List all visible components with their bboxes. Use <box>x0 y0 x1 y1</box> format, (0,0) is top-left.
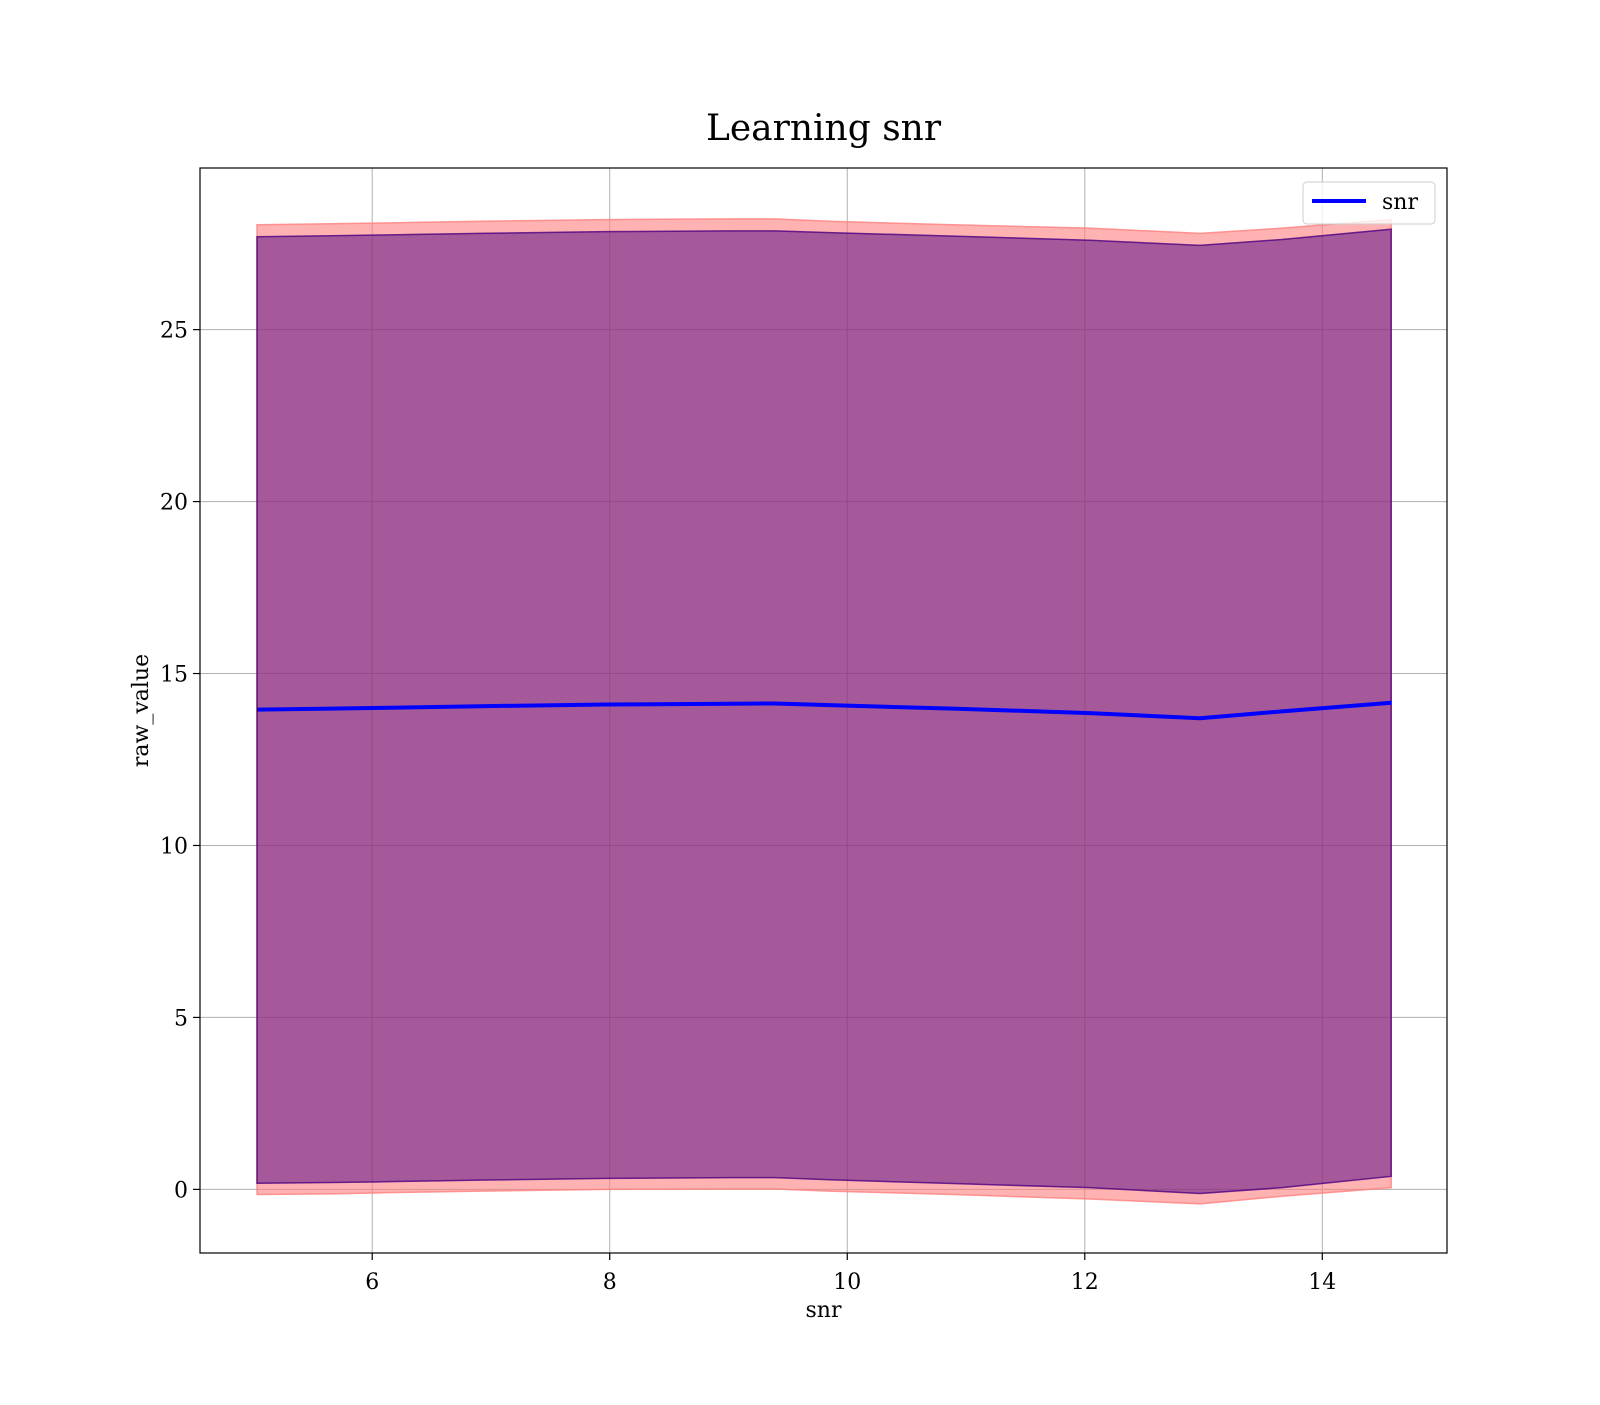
x-axis-label: snr <box>806 1298 842 1323</box>
y-tick-label: 0 <box>174 1178 188 1203</box>
ticks: 6 8 10 12 14 0 5 10 15 20 25 <box>160 319 1336 1295</box>
legend-box <box>1302 181 1436 225</box>
series-line-snr <box>256 700 1392 721</box>
confidence-band-2 <box>256 228 1392 1195</box>
y-tick-label: 15 <box>160 663 188 688</box>
y-tick-label: 25 <box>160 319 188 344</box>
chart-title: Learning snr <box>706 108 942 149</box>
y-tick-label: 5 <box>174 1006 188 1031</box>
y-tick-label: 20 <box>160 491 188 516</box>
y-axis-label: raw_value <box>129 654 154 767</box>
bands <box>256 218 1392 1205</box>
y-tick-label: 10 <box>160 834 188 859</box>
x-tick-label: 12 <box>1071 1270 1099 1295</box>
x-tick-label: 8 <box>603 1270 617 1295</box>
series-lines <box>256 700 1392 721</box>
legend: snr <box>1302 181 1436 225</box>
legend-label: snr <box>1382 190 1418 215</box>
plot-area-frame <box>199 167 1448 1254</box>
x-tick-label: 10 <box>833 1270 861 1295</box>
x-tick-label: 14 <box>1308 1270 1336 1295</box>
x-tick-label: 6 <box>365 1270 379 1295</box>
